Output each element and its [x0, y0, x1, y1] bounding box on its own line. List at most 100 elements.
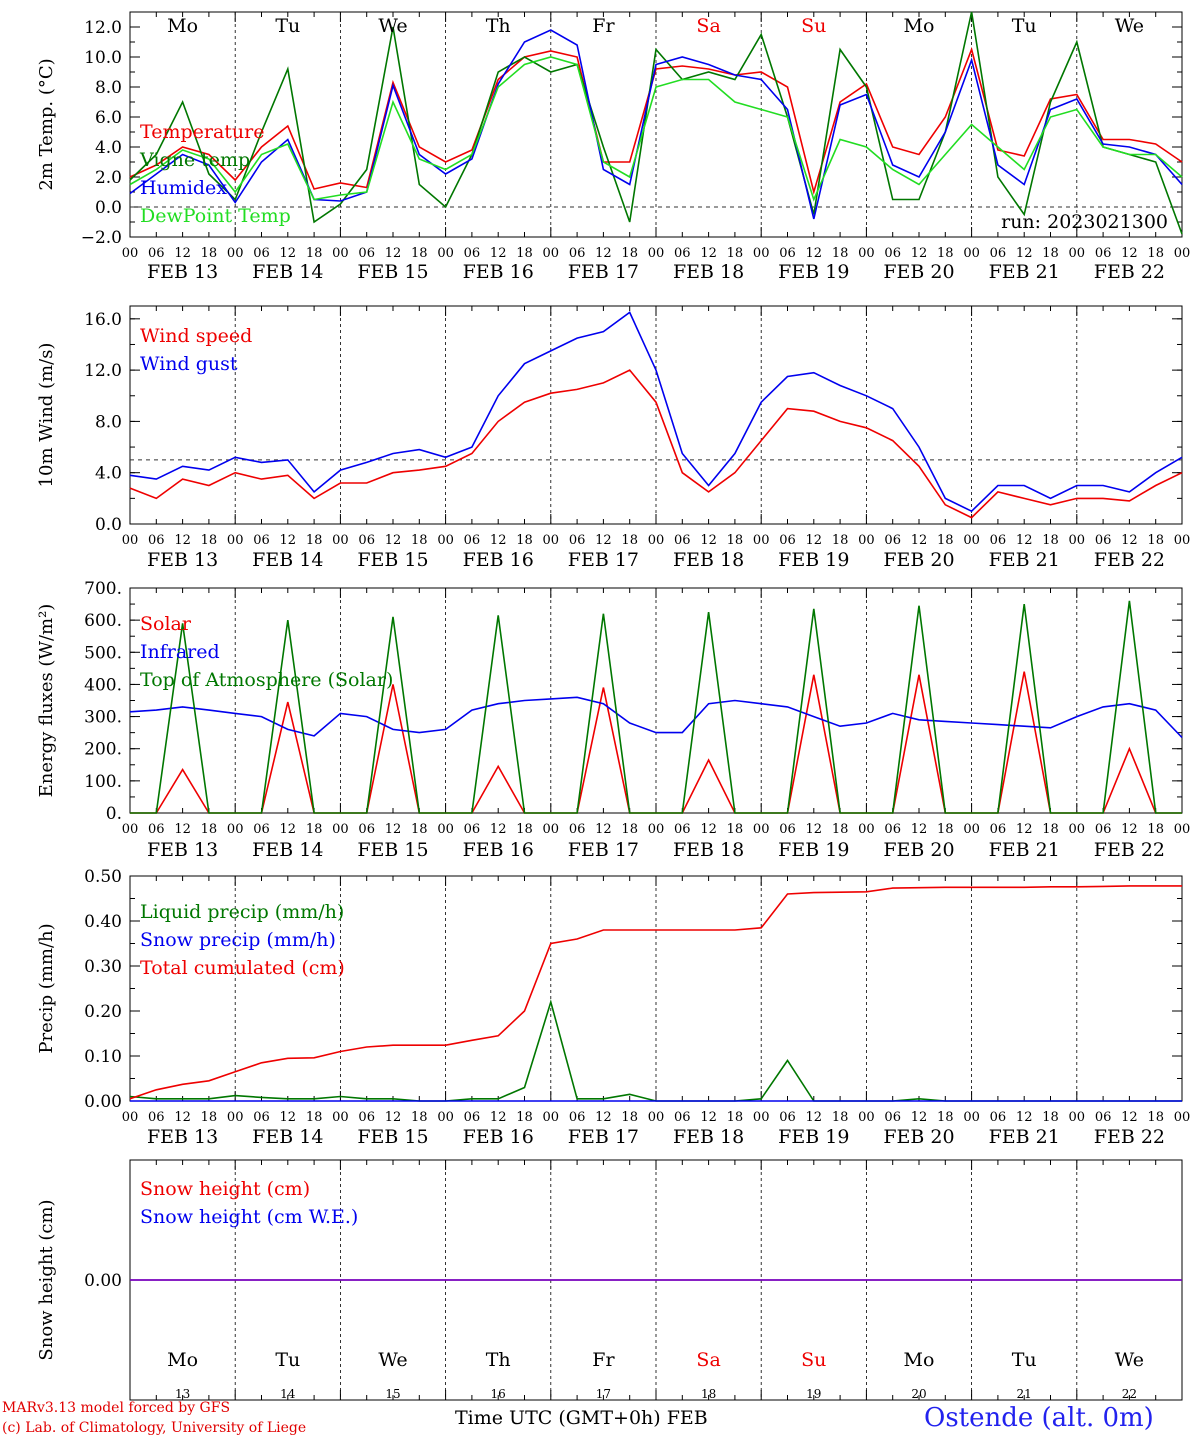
hour-tick-label: 12	[385, 246, 402, 261]
hour-tick-label: 00	[963, 533, 980, 548]
legend-entry: Total cumulated (cm)	[140, 957, 345, 979]
hour-tick-label: 00	[437, 246, 454, 261]
hour-tick-label: 00	[858, 246, 875, 261]
hour-tick-label: 00	[543, 246, 560, 261]
y-tick-label: 100.	[84, 772, 122, 792]
weekday-label: Mo	[167, 15, 198, 37]
hour-tick-label: 06	[464, 533, 481, 548]
y-tick-label: 0.00	[84, 1092, 122, 1112]
hour-tick-label: 00	[858, 822, 875, 837]
hour-tick-label: 00	[227, 533, 244, 548]
weekday-label: Mo	[904, 15, 935, 37]
y-tick-label: 0.50	[84, 867, 122, 887]
date-label: FEB 18	[673, 839, 744, 861]
hour-tick-label: 00	[543, 533, 560, 548]
model-credit: MARv3.13 model forced by GFS	[2, 1400, 231, 1416]
hour-tick-label: 12	[174, 533, 191, 548]
hour-tick-label: 06	[1095, 246, 1112, 261]
date-label: FEB 14	[252, 839, 323, 861]
hour-tick-label: 18	[306, 246, 323, 261]
y-tick-label: 2.0	[95, 168, 122, 188]
hour-tick-label: 06	[464, 246, 481, 261]
hour-tick-label: 12	[490, 1110, 507, 1125]
legend-entry: Snow height (cm)	[140, 1178, 310, 1200]
hour-tick-label: 12	[1016, 822, 1033, 837]
hour-tick-label: 06	[1095, 1110, 1112, 1125]
date-label: FEB 15	[357, 1126, 428, 1148]
hour-tick-label: 18	[937, 822, 954, 837]
weekday-label: Th	[486, 15, 511, 37]
hour-tick-label: 00	[227, 1110, 244, 1125]
date-label: FEB 22	[1094, 1126, 1165, 1148]
hour-tick-label: 12	[174, 246, 191, 261]
hour-tick-label: 06	[253, 1110, 270, 1125]
hour-tick-label: 00	[753, 533, 770, 548]
y-tick-label: 12.0	[84, 18, 122, 38]
hour-tick-label: 00	[122, 246, 139, 261]
hour-tick-label: 12	[280, 533, 297, 548]
hour-tick-label: 12	[385, 822, 402, 837]
hour-tick-label: 00	[437, 1110, 454, 1125]
hour-tick-label: 18	[1147, 1110, 1164, 1125]
hour-tick-label: 18	[1147, 533, 1164, 548]
date-label: FEB 18	[673, 1126, 744, 1148]
date-label: FEB 14	[252, 1126, 323, 1148]
legend-entry: Snow height (cm W.E.)	[140, 1206, 358, 1228]
date-label: FEB 21	[989, 261, 1060, 283]
hour-tick-label: 18	[1042, 246, 1059, 261]
date-label: FEB 17	[568, 839, 639, 861]
hour-tick-label: 00	[1069, 1110, 1086, 1125]
legend-entry: Vigne temp	[139, 149, 250, 171]
day-number-label: 21	[1017, 1387, 1032, 1401]
date-label: FEB 17	[568, 261, 639, 283]
hour-tick-label: 12	[1016, 246, 1033, 261]
legend-entry: Snow precip (mm/h)	[140, 929, 336, 951]
hour-tick-label: 18	[201, 822, 218, 837]
series-line	[129, 56, 1183, 202]
day-number-label: 13	[175, 1387, 190, 1401]
day-number-label: 18	[701, 1387, 716, 1401]
hour-tick-label: 18	[621, 533, 638, 548]
hour-tick-label: 12	[595, 1110, 612, 1125]
x-axis-title-text: Time UTC (GMT+0h)	[455, 1407, 661, 1429]
hour-tick-label: 12	[911, 822, 928, 837]
hour-tick-label: 18	[1042, 1110, 1059, 1125]
date-label: FEB 22	[1094, 839, 1165, 861]
hour-tick-label: 00	[543, 822, 560, 837]
y-tick-label: 0.40	[84, 912, 122, 932]
legend-entry: Wind gust	[140, 353, 238, 375]
y-tick-label: 0.	[106, 804, 122, 824]
y-tick-label: 0.10	[84, 1047, 122, 1067]
hour-tick-label: 06	[148, 246, 165, 261]
hour-tick-label: 00	[122, 533, 139, 548]
date-label: FEB 20	[883, 549, 954, 571]
hour-tick-label: 18	[727, 246, 744, 261]
series-line	[129, 369, 1183, 519]
hour-tick-label: 18	[306, 533, 323, 548]
hour-tick-label: 12	[911, 1110, 928, 1125]
hour-tick-label: 12	[595, 822, 612, 837]
hour-tick-label: 00	[648, 822, 665, 837]
hour-tick-label: 06	[148, 1110, 165, 1125]
date-label: FEB 15	[357, 549, 428, 571]
weekday-label: Su	[801, 15, 826, 37]
hour-tick-label: 12	[174, 1110, 191, 1125]
hour-tick-label: 18	[1147, 246, 1164, 261]
weekday-label: Sa	[696, 15, 720, 37]
date-label: FEB 16	[463, 261, 534, 283]
hour-tick-label: 00	[648, 1110, 665, 1125]
hour-tick-label: 00	[753, 1110, 770, 1125]
hour-tick-label: 06	[148, 822, 165, 837]
hour-tick-label: 00	[648, 533, 665, 548]
day-number-label: 19	[806, 1387, 821, 1401]
hour-tick-label: 06	[569, 1110, 586, 1125]
hour-tick-label: 00	[648, 246, 665, 261]
hour-tick-label: 00	[963, 822, 980, 837]
weekday-label: We	[378, 1349, 407, 1371]
hour-tick-label: 06	[884, 246, 901, 261]
month-label: FEB	[666, 1407, 708, 1429]
y-tick-label: 500.	[84, 643, 122, 663]
legend-entry: Humidex	[140, 177, 227, 199]
weekday-label: Sa	[696, 1349, 720, 1371]
hour-tick-label: 12	[385, 533, 402, 548]
